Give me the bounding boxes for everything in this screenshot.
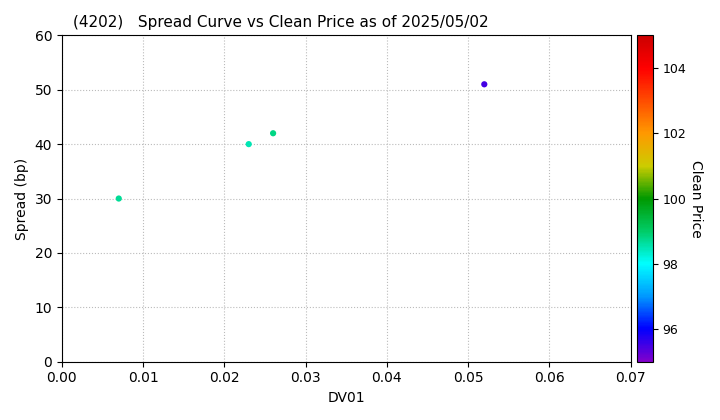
Y-axis label: Clean Price: Clean Price — [689, 160, 703, 237]
Point — [113, 195, 125, 202]
Point — [479, 81, 490, 88]
Point — [267, 130, 279, 136]
X-axis label: DV01: DV01 — [328, 391, 365, 405]
Text: (4202)   Spread Curve vs Clean Price as of 2025/05/02: (4202) Spread Curve vs Clean Price as of… — [73, 15, 489, 30]
Point — [243, 141, 254, 147]
Y-axis label: Spread (bp): Spread (bp) — [15, 158, 29, 239]
